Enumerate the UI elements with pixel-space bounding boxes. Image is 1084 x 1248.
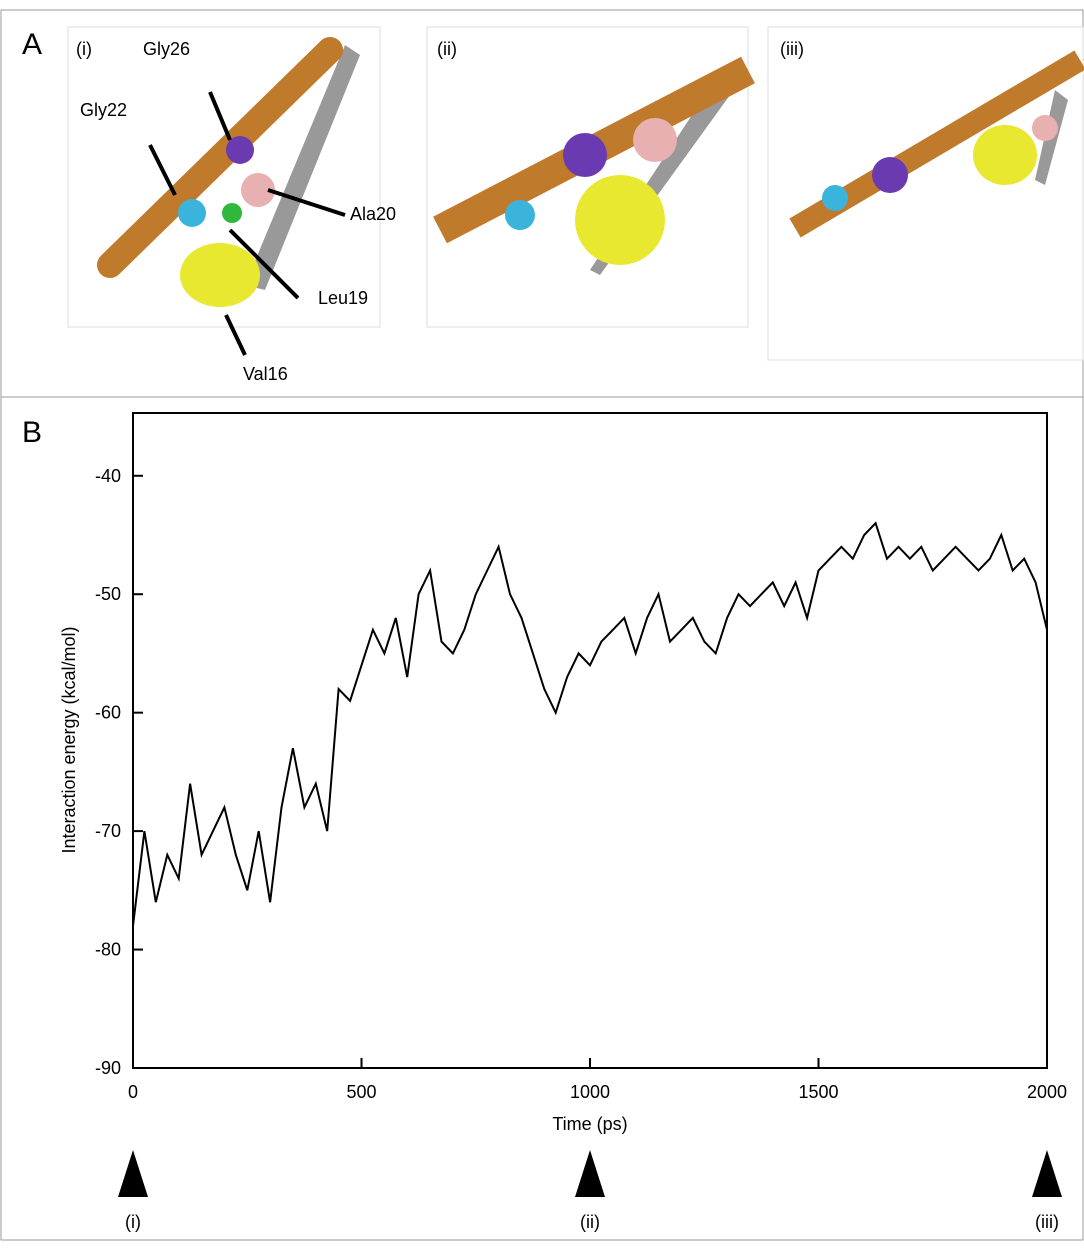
residue [505, 200, 535, 230]
view-label: (i) [76, 39, 92, 59]
plot-frame [132, 412, 1048, 1069]
view-frame [767, 26, 1084, 361]
time-marker [575, 1150, 605, 1197]
residue [633, 118, 677, 162]
view-frame [67, 26, 381, 328]
y-tick-label: -40 [95, 466, 121, 486]
marker-label: (ii) [580, 1212, 600, 1232]
helix-orange [97, 37, 343, 278]
residue [226, 136, 254, 164]
marker-label: (i) [125, 1212, 141, 1232]
panel-label: B [22, 416, 42, 449]
x-tick-label: 1000 [570, 1082, 610, 1102]
x-tick-label: 500 [346, 1082, 376, 1102]
y-tick-label: -50 [95, 584, 121, 604]
residue-label: Ala20 [350, 204, 396, 224]
arrows [148, 91, 346, 356]
x-tick-label: 1500 [798, 1082, 838, 1102]
frame [0, 9, 1084, 1241]
residue [822, 185, 848, 211]
y-tick-label: -80 [95, 940, 121, 960]
residue [178, 199, 206, 227]
residue-label: Leu19 [318, 288, 368, 308]
y-tick-label: -90 [95, 1058, 121, 1078]
residue [973, 125, 1037, 185]
residue [563, 133, 607, 177]
residue-label: Gly22 [80, 100, 127, 120]
x-tick-label: 2000 [1027, 1082, 1067, 1102]
view-label: (ii) [437, 39, 457, 59]
data-line [132, 521, 1048, 927]
residue [872, 157, 908, 193]
x-axis-label: Time (ps) [552, 1114, 627, 1134]
residue [1032, 115, 1058, 141]
residue [222, 203, 242, 223]
view-frame [426, 26, 749, 328]
residue [241, 173, 275, 207]
x-tick-label: 0 [128, 1082, 138, 1102]
y-tick-label: -70 [95, 821, 121, 841]
y-axis-label: Interaction energy (kcal/mol) [59, 626, 79, 853]
y-tick-label: -60 [95, 703, 121, 723]
marker-label: (iii) [1035, 1212, 1059, 1232]
view-label: (iii) [780, 39, 804, 59]
residue [180, 243, 260, 307]
panel-label: A [22, 28, 42, 61]
helix-gray [245, 45, 360, 290]
residue-label: Val16 [243, 364, 288, 384]
time-marker [1032, 1150, 1062, 1197]
residue-label: Gly26 [143, 39, 190, 59]
residue [575, 175, 665, 265]
time-marker [118, 1150, 148, 1197]
